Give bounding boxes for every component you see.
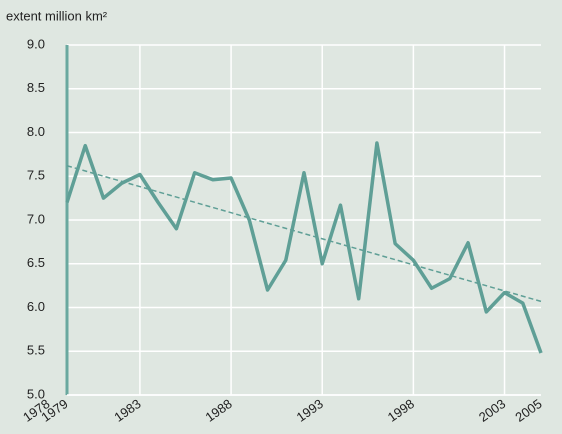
y-tick-label: 5.5 [27,343,45,358]
y-tick-label: 6.5 [27,255,45,270]
y-tick-label: 7.0 [27,211,45,226]
y-tick-label: 9.0 [27,36,45,51]
y-tick-label: 8.0 [27,124,45,139]
y-tick-label: 8.5 [27,80,45,95]
y-tick-label: 5.0 [27,386,45,401]
y-tick-label: 6.0 [27,299,45,314]
y-tick-label: 7.5 [27,168,45,183]
y-axis-label: extent million km² [6,8,108,23]
trend-line [66,165,542,303]
data-line [65,141,543,354]
